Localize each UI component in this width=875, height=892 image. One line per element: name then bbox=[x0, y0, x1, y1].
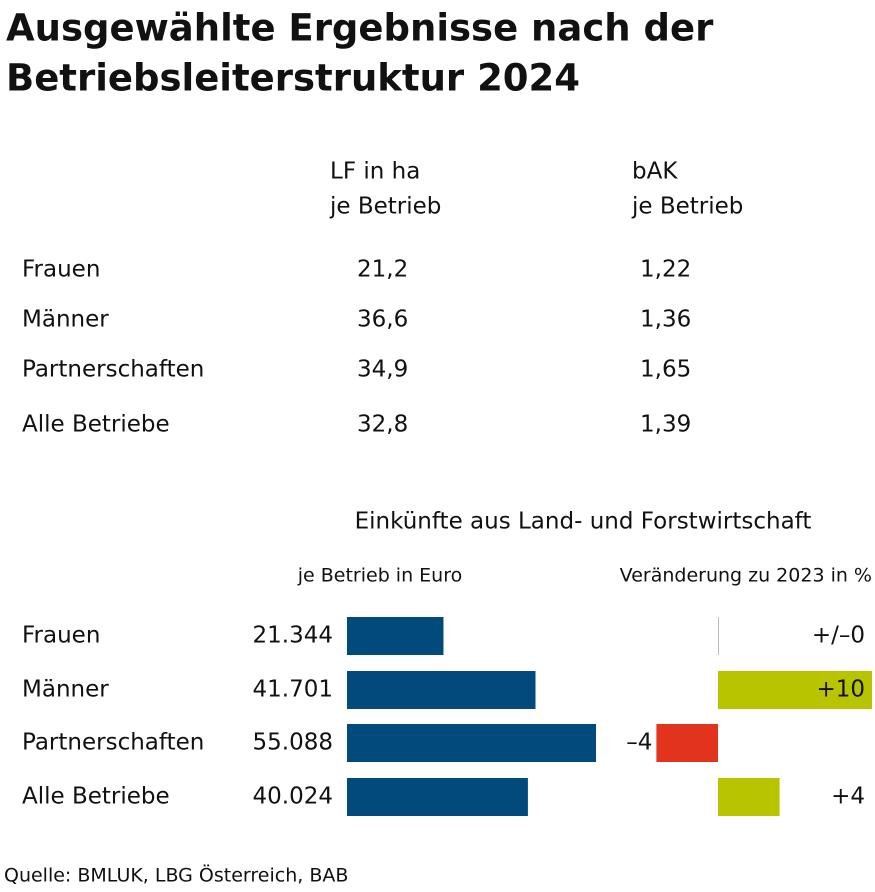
bar bbox=[347, 617, 444, 655]
row-label: Männer bbox=[22, 307, 109, 333]
bar bbox=[718, 671, 872, 709]
category-label: Alle Betriebe bbox=[22, 784, 170, 810]
title-line: Betriebsleiterstruktur 2024 bbox=[6, 57, 580, 100]
bar bbox=[718, 617, 719, 655]
chart-subtitle: Veränderung zu 2023 in % bbox=[620, 565, 872, 587]
column-header: je Betrieb bbox=[631, 194, 743, 220]
value-label: 40.024 bbox=[253, 784, 333, 810]
bar bbox=[718, 778, 780, 816]
table-cell: 21,2 bbox=[357, 257, 408, 283]
value-label: 55.088 bbox=[253, 730, 333, 756]
row-label: Alle Betriebe bbox=[22, 412, 170, 438]
bar bbox=[347, 778, 528, 816]
row-label: Partnerschaften bbox=[22, 357, 204, 383]
column-header: je Betrieb bbox=[329, 194, 441, 220]
bar bbox=[656, 724, 718, 762]
table-cell: 36,6 bbox=[357, 307, 408, 333]
row-label: Frauen bbox=[22, 257, 100, 283]
value-label: 21.344 bbox=[253, 623, 333, 649]
category-label: Männer bbox=[22, 677, 109, 703]
bar bbox=[347, 724, 596, 762]
table-cell: 32,8 bbox=[357, 412, 408, 438]
table-cell: 1,36 bbox=[640, 307, 691, 333]
table-cell: 1,39 bbox=[640, 412, 691, 438]
value-label: +/–0 bbox=[812, 623, 865, 649]
category-label: Frauen bbox=[22, 623, 100, 649]
title-line: Ausgewählte Ergebnisse nach der bbox=[6, 7, 714, 50]
bar bbox=[347, 671, 536, 709]
value-label: –4 bbox=[626, 730, 652, 756]
column-header: bAK bbox=[632, 159, 678, 185]
value-label: 41.701 bbox=[253, 677, 333, 703]
value-label: +4 bbox=[831, 784, 865, 810]
table-cell: 1,65 bbox=[640, 357, 691, 383]
column-header: LF in ha bbox=[330, 159, 420, 185]
source: Quelle: BMLUK, LBG Österreich, BAB bbox=[4, 864, 348, 887]
chart-subtitle: je Betrieb in Euro bbox=[297, 565, 463, 587]
category-label: Partnerschaften bbox=[22, 730, 204, 756]
table-cell: 34,9 bbox=[357, 357, 408, 383]
value-label: +10 bbox=[816, 677, 865, 703]
table-cell: 1,22 bbox=[640, 257, 691, 283]
section-heading: Einkünfte aus Land- und Forstwirtschaft bbox=[355, 509, 812, 535]
